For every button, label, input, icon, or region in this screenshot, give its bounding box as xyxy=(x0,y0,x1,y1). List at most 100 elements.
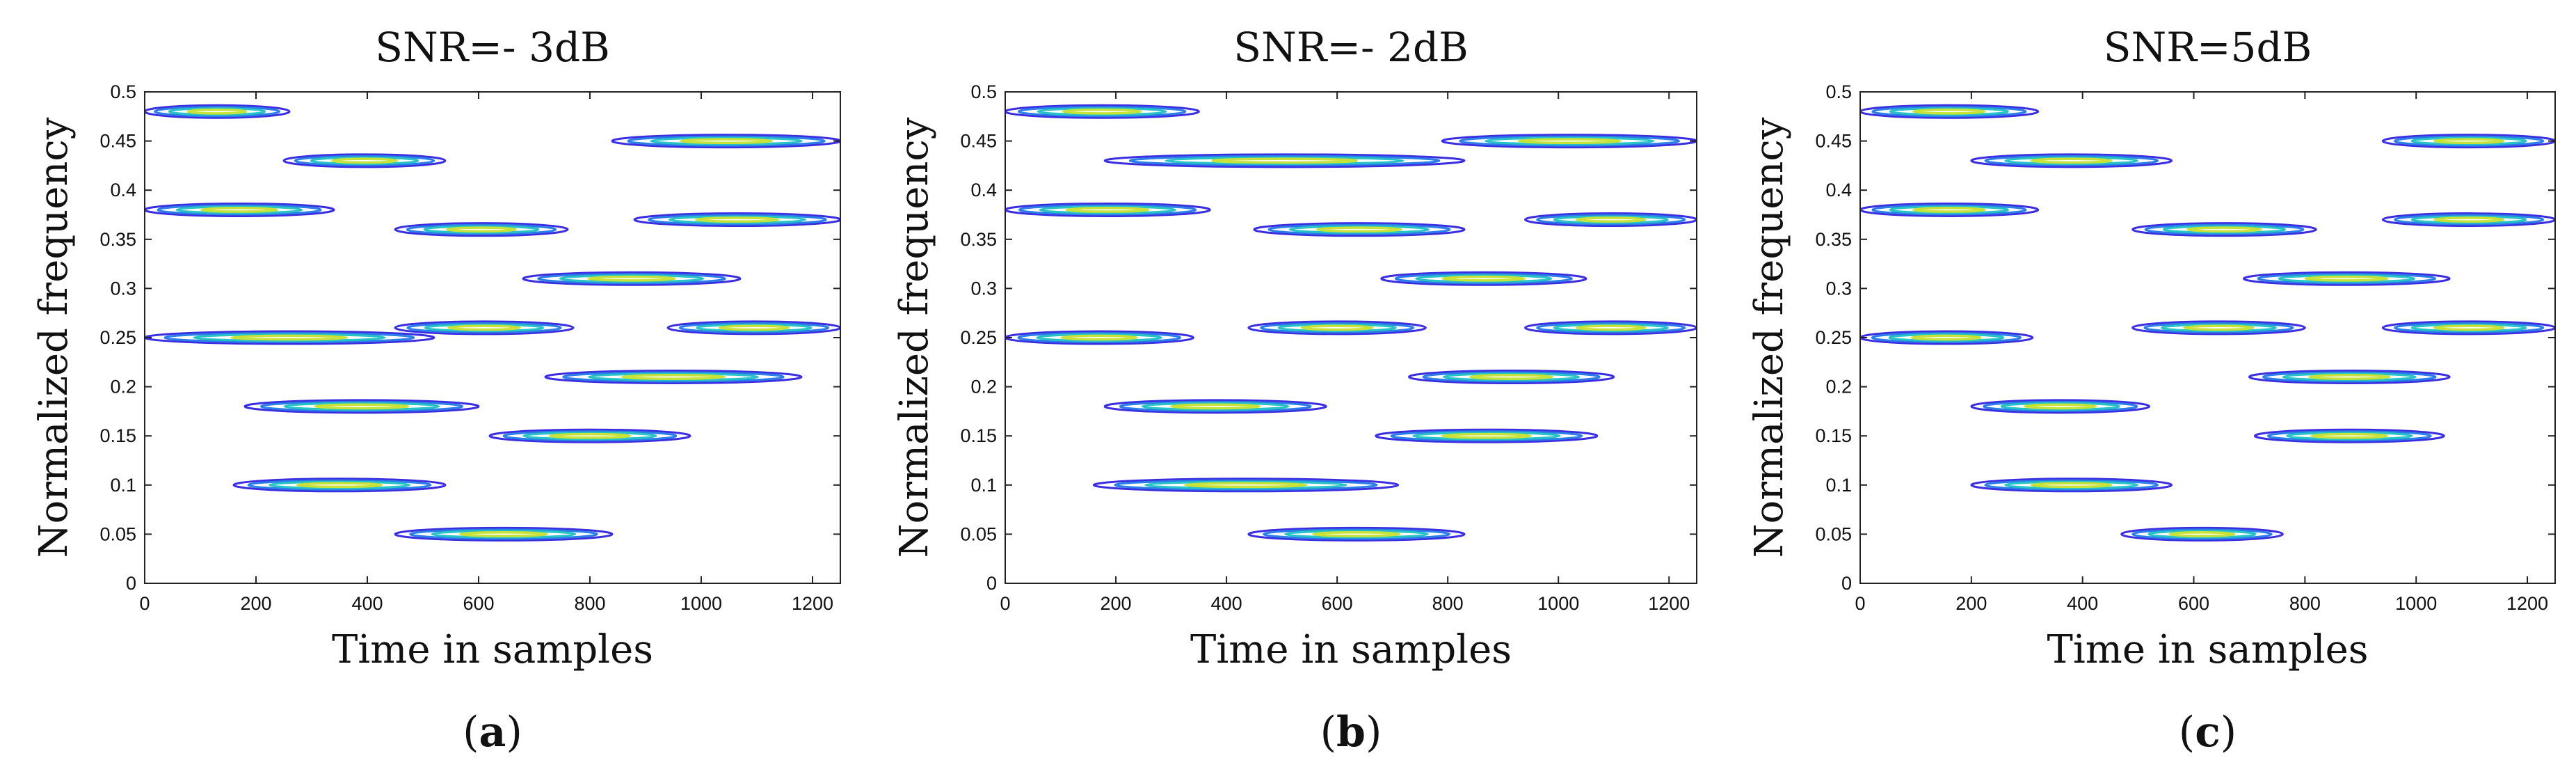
contour-component xyxy=(2381,320,2555,336)
contour-level xyxy=(1469,374,1554,380)
contour-level xyxy=(1459,135,1680,147)
contours xyxy=(1005,104,1697,542)
contour-level xyxy=(1260,322,1415,333)
contour-level xyxy=(1912,207,1986,213)
chart-panel-3: 0 200 400 600 800 1000 1200 0 0.05 0.1 0.15 0.2 0.25… xyxy=(1747,24,2556,757)
contour-level xyxy=(1553,323,1669,332)
contour-level xyxy=(1910,334,1983,341)
x-tick-label: 800 xyxy=(574,593,605,614)
y-tick-label: 0.1 xyxy=(970,475,997,496)
contour-level xyxy=(1553,215,1669,224)
y-tick-label: 0.45 xyxy=(960,131,997,152)
contour-level xyxy=(633,212,840,228)
contour-level xyxy=(2161,323,2277,332)
contour-level xyxy=(1263,528,1450,540)
contour-level xyxy=(294,155,435,166)
contour-level xyxy=(2183,324,2255,331)
contour-level xyxy=(243,399,480,414)
y-tick-label: 0.3 xyxy=(970,278,997,299)
y-tick-label: 0.35 xyxy=(1815,229,1852,250)
contour-level xyxy=(1103,399,1327,414)
contour-component xyxy=(2381,212,2555,228)
contour-level xyxy=(1062,108,1142,115)
chart-title: SNR=- 3dB xyxy=(375,24,609,71)
contour-level xyxy=(394,526,614,542)
contour-level xyxy=(559,274,705,283)
contour-level xyxy=(1443,372,1581,381)
y-axis-label: Normalized frequency xyxy=(892,117,937,558)
caption-close: ) xyxy=(1366,708,1382,757)
x-tick-label: 200 xyxy=(1101,593,1132,614)
contour-level xyxy=(1128,155,1441,166)
contour-level xyxy=(193,333,386,342)
contour-level xyxy=(230,334,349,341)
contour-level xyxy=(548,432,632,439)
contour-level xyxy=(586,275,677,282)
contour-level xyxy=(2120,526,2284,542)
x-axis-label: Time in samples xyxy=(2047,627,2369,672)
contour-level xyxy=(588,372,759,381)
contour-component xyxy=(394,320,575,336)
contour-component xyxy=(394,526,614,542)
contour-level xyxy=(1860,202,2040,217)
contour-level xyxy=(1380,271,1587,286)
contour-level xyxy=(1065,207,1150,213)
contour-level xyxy=(611,134,840,149)
contour-level xyxy=(1300,324,1374,331)
y-tick-label: 0.2 xyxy=(110,377,136,397)
contour-component xyxy=(1441,134,1697,149)
contour-level xyxy=(2147,530,2257,539)
contour-level xyxy=(666,320,840,336)
contour-component xyxy=(2381,134,2555,149)
contour-component xyxy=(2120,526,2284,542)
contour-component xyxy=(1005,330,1194,345)
contour-level xyxy=(1103,153,1466,168)
contour-component xyxy=(1860,330,2034,345)
x-tick-label: 600 xyxy=(1322,593,1353,614)
contour-component xyxy=(2242,271,2451,286)
contour-level xyxy=(1375,428,1599,443)
contour-level xyxy=(1005,330,1194,345)
contour-component xyxy=(633,212,840,228)
x-tick-label: 800 xyxy=(2289,593,2321,614)
contour-level xyxy=(562,371,785,383)
y-tick-label: 0.1 xyxy=(1825,475,1852,496)
panel-caption: (b) xyxy=(1320,708,1382,757)
contour-level xyxy=(1889,107,2009,116)
contour-component xyxy=(1005,202,1211,217)
contour-level xyxy=(2004,480,2139,489)
contour-level xyxy=(1144,480,1347,489)
contour-level xyxy=(1253,222,1466,237)
contour-level xyxy=(1970,478,2173,493)
y-tick-label: 0.4 xyxy=(1825,180,1852,200)
plot-area xyxy=(1005,92,1697,583)
contour-level xyxy=(2266,430,2432,442)
contour-level xyxy=(1575,324,1647,331)
caption-letter: b xyxy=(1336,708,1366,757)
y-tick-label: 0.45 xyxy=(99,131,136,152)
contour-level xyxy=(1267,223,1451,235)
contour-level xyxy=(1390,430,1583,442)
contour-level xyxy=(200,207,279,213)
x-tick-label: 1000 xyxy=(680,593,722,614)
contour-level xyxy=(2410,215,2527,224)
contour-level xyxy=(1247,320,1427,336)
contour-level xyxy=(1060,334,1139,341)
contour-level xyxy=(1912,108,1986,115)
y-tick-label: 0 xyxy=(986,573,997,594)
contour-level xyxy=(488,428,691,443)
contour-level xyxy=(145,330,435,345)
contours xyxy=(145,104,840,542)
contour-level xyxy=(1422,371,1601,383)
contour-level xyxy=(310,156,419,165)
x-axis-label: Time in samples xyxy=(1190,627,1512,672)
contour-component xyxy=(1407,369,1615,384)
contour-component xyxy=(1253,222,1466,237)
y-tick-label: 0.4 xyxy=(970,180,997,200)
x-axis-label: Time in samples xyxy=(332,627,653,672)
y-tick-label: 0.5 xyxy=(1825,81,1852,102)
contour-level xyxy=(1005,202,1211,217)
contour-level xyxy=(145,202,335,217)
plot-area xyxy=(145,92,840,583)
